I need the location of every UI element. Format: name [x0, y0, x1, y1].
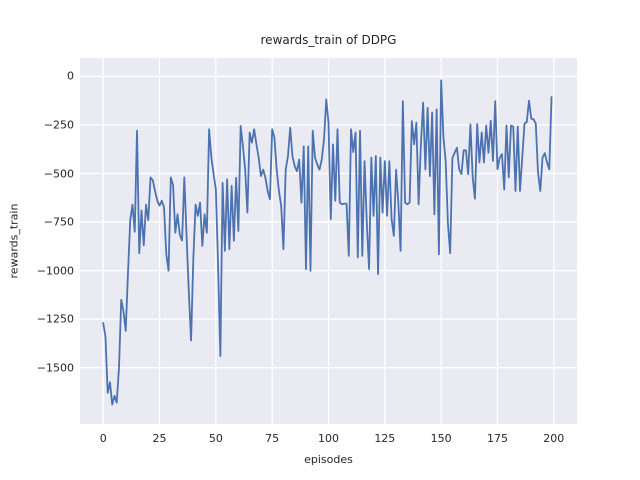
y-tick-label: 0	[67, 69, 74, 83]
x-tick-label: 25	[152, 432, 167, 445]
x-tick-label: 50	[208, 432, 223, 445]
x-tick-label: 75	[265, 432, 280, 445]
plot-area	[80, 58, 577, 424]
y-tick-label: −500	[43, 167, 74, 181]
line-chart-canvas	[80, 58, 577, 424]
x-tick-label: 150	[430, 432, 452, 445]
chart-title: rewards_train of DDPG	[260, 33, 397, 47]
y-tick-label: −1500	[36, 361, 74, 375]
x-tick-label: 200	[543, 432, 565, 445]
x-tick-label: 0	[99, 432, 107, 445]
x-axis-label: episodes	[304, 453, 353, 466]
y-tick-label: −1000	[36, 264, 74, 278]
x-tick-label: 175	[486, 432, 508, 445]
x-tick-label: 100	[318, 432, 339, 445]
rewards-train-line	[102, 79, 553, 406]
y-tick-label: −1250	[36, 312, 74, 326]
x-tick-label: 125	[374, 432, 396, 445]
y-axis-label: rewards_train	[7, 203, 21, 279]
y-tick-label: −250	[43, 118, 74, 132]
y-tick-label: −750	[43, 215, 74, 229]
